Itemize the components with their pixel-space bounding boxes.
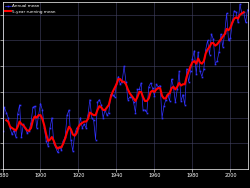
5-year running mean xyxy=(119,78,122,80)
5-year running mean xyxy=(242,11,245,13)
5-year running mean xyxy=(20,123,23,125)
Line: Annual mean: Annual mean xyxy=(2,4,248,153)
5-year running mean xyxy=(5,119,8,121)
Annual mean xyxy=(183,104,186,106)
Annual mean xyxy=(69,139,72,141)
Annual mean xyxy=(195,73,198,75)
5-year running mean xyxy=(153,91,156,93)
Annual mean xyxy=(1,130,4,132)
Legend: Annual mean, 5-year running mean: Annual mean, 5-year running mean xyxy=(4,3,57,14)
Annual mean xyxy=(107,111,110,114)
Annual mean xyxy=(238,3,242,6)
Annual mean xyxy=(164,99,167,101)
5-year running mean xyxy=(164,97,167,99)
5-year running mean xyxy=(68,126,70,128)
5-year running mean xyxy=(147,97,150,99)
Annual mean xyxy=(130,96,133,98)
Annual mean xyxy=(56,151,59,154)
5-year running mean xyxy=(56,147,59,150)
Annual mean xyxy=(246,8,249,11)
Line: 5-year running mean: 5-year running mean xyxy=(6,12,244,149)
